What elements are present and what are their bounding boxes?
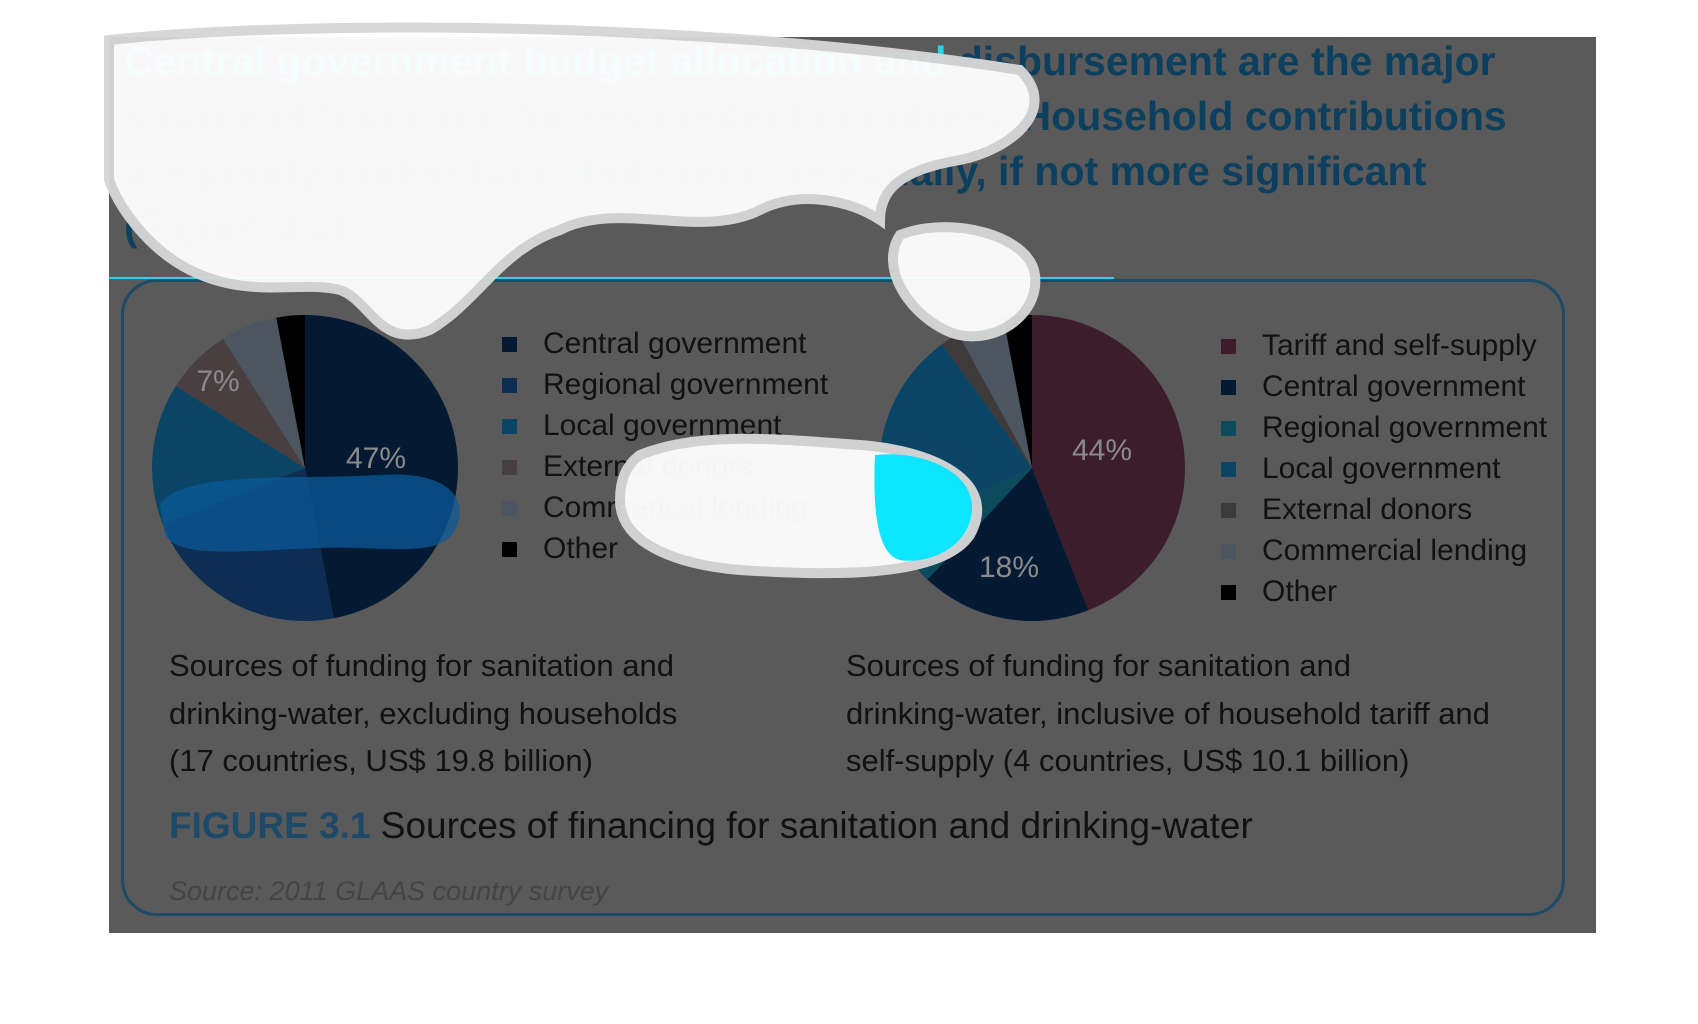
figure-label: FIGURE 3.1 [169, 805, 371, 846]
legend-item: Regional government [1221, 407, 1547, 448]
legend-swatch [1221, 380, 1236, 395]
caption-1-line-1: Sources of funding for sanitation and [169, 648, 674, 683]
caption-1-line-2: drinking-water, excluding households [169, 695, 678, 731]
pie-slice-external-donors [942, 333, 1032, 468]
legend-swatch [502, 460, 517, 475]
pie-slice-tariff-and-self-supply [1032, 315, 1185, 611]
pie-chart-1-svg: 47% 7% [152, 315, 459, 621]
legend-swatch [1221, 462, 1236, 477]
legend-swatch [502, 337, 517, 352]
pie-slice-external-donors [175, 338, 305, 468]
legend-swatch [1221, 421, 1236, 436]
legend-item: Other [502, 528, 828, 569]
legend-chart-2: Tariff and self-supply Central government… [1221, 325, 1547, 612]
legend-item: Central government [1221, 366, 1547, 407]
legend-label: Local government [1262, 452, 1501, 485]
figure-source: Source: 2011 GLAAS country survey [169, 876, 609, 906]
legend-swatch [502, 419, 517, 434]
legend-chart-1: Central government Regional government Loc… [502, 323, 828, 569]
legend-item: Tariff and self-supply [1221, 325, 1547, 366]
pie-chart-2: 44% 18% [877, 313, 1187, 623]
legend-label: Central government [1262, 370, 1526, 403]
legend-label: Local government [543, 409, 782, 442]
legend-label: External donors [1262, 493, 1473, 526]
legend-label: Commercial lending [1262, 534, 1528, 567]
legend-swatch [502, 378, 517, 393]
headline-cyan-part: Central government budget allocation and [124, 38, 947, 84]
legend-label: Commerical lending [543, 491, 809, 524]
legend-item: Central government [502, 323, 828, 364]
legend-item: Local government [1221, 448, 1547, 489]
legend-label: Regional government [1262, 411, 1548, 444]
legend-item: Local government [502, 405, 828, 446]
pie-data-label: 18% [979, 551, 1039, 584]
legend-swatch [502, 542, 517, 557]
legend-label: Tariff and self-supply [1262, 329, 1537, 362]
pie-chart-2-svg: 44% 18% [879, 315, 1185, 621]
legend-label: Other [1262, 575, 1338, 608]
legend-label: Regional government [543, 368, 829, 401]
legend-swatch [1221, 585, 1236, 600]
legend-swatch [1221, 339, 1236, 354]
caption-2-line-1: Sources of funding for sanitation and [846, 648, 1351, 683]
pie-slice-commerical-lending [223, 317, 305, 468]
legend-item: External donors [1221, 489, 1547, 530]
figure-title-text: Sources of financing for sanitation and … [370, 805, 1253, 846]
legend-swatch [1221, 503, 1236, 518]
legend-item: Commercial lending [1221, 530, 1547, 571]
legend-swatch [1221, 544, 1236, 559]
pie-chart-1: 47% 7% [150, 313, 460, 623]
legend-item: Regional government [502, 364, 828, 405]
caption-2-line-3: self-supply (4 countries, US$ 10.1 billi… [846, 743, 1410, 778]
pie-slice-commercial-lending [958, 317, 1032, 468]
pie-slice-other [1003, 315, 1032, 468]
caption-chart-2: Sources of funding for sanitation and dr… [846, 642, 1490, 785]
pie-slice-central-government [927, 468, 1089, 621]
legend-item: Other [1221, 571, 1547, 612]
caption-chart-1: Sources of funding for sanitation and dr… [169, 642, 677, 785]
pie-data-label: 47% [346, 442, 406, 475]
legend-label: Other [543, 532, 619, 565]
legend-swatch [502, 501, 517, 516]
headline: Central government budget allocation and… [124, 34, 1524, 254]
caption-1-line-3: (17 countries, US$ 19.8 billion) [169, 743, 593, 778]
pie-data-label: 44% [1072, 434, 1132, 467]
pie-slice-other [276, 315, 305, 468]
pie-data-label: 7% [196, 365, 239, 398]
legend-item: External donors [502, 446, 828, 487]
legend-label: External donors [543, 450, 754, 483]
legend-item: Commerical lending [502, 487, 828, 528]
figure-title: FIGURE 3.1 Sources of financing for sani… [169, 805, 1253, 847]
legend-label: Central government [543, 327, 807, 360]
caption-2-line-2: drinking-water, inclusive of household t… [846, 695, 1490, 731]
